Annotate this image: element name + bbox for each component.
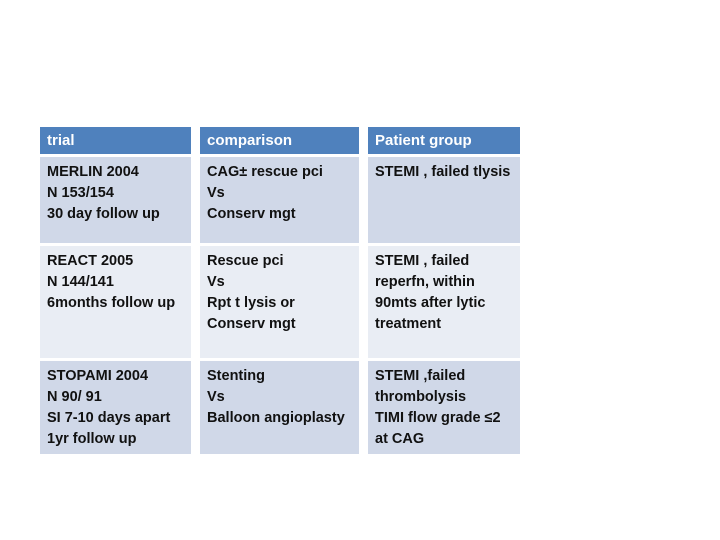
table-cell-row3-patient-group: STEMI ,failed thrombolysis TIMI flow gra… [368,361,520,454]
trials-comparison-table: trial comparison Patient group MERLIN 20… [40,127,520,454]
column-header-patient-group: Patient group [368,127,520,154]
table-cell-row1-trial: MERLIN 2004 N 153/154 30 day follow up [40,157,191,243]
table-cell-row1-comparison: CAG± rescue pci Vs Conserv mgt [200,157,359,243]
table-cell-row2-trial: REACT 2005 N 144/141 6months follow up [40,246,191,358]
table-cell-row1-patient-group: STEMI , failed tlysis [368,157,520,243]
table-cell-row3-trial: STOPAMI 2004 N 90/ 91 SI 7-10 days apart… [40,361,191,454]
column-header-comparison: comparison [200,127,359,154]
column-header-trial: trial [40,127,191,154]
table-cell-row2-patient-group: STEMI , failed reperfn, within 90mts aft… [368,246,520,358]
table-cell-row2-comparison: Rescue pci Vs Rpt t lysis or Conserv mgt [200,246,359,358]
table-cell-row3-comparison: Stenting Vs Balloon angioplasty [200,361,359,454]
